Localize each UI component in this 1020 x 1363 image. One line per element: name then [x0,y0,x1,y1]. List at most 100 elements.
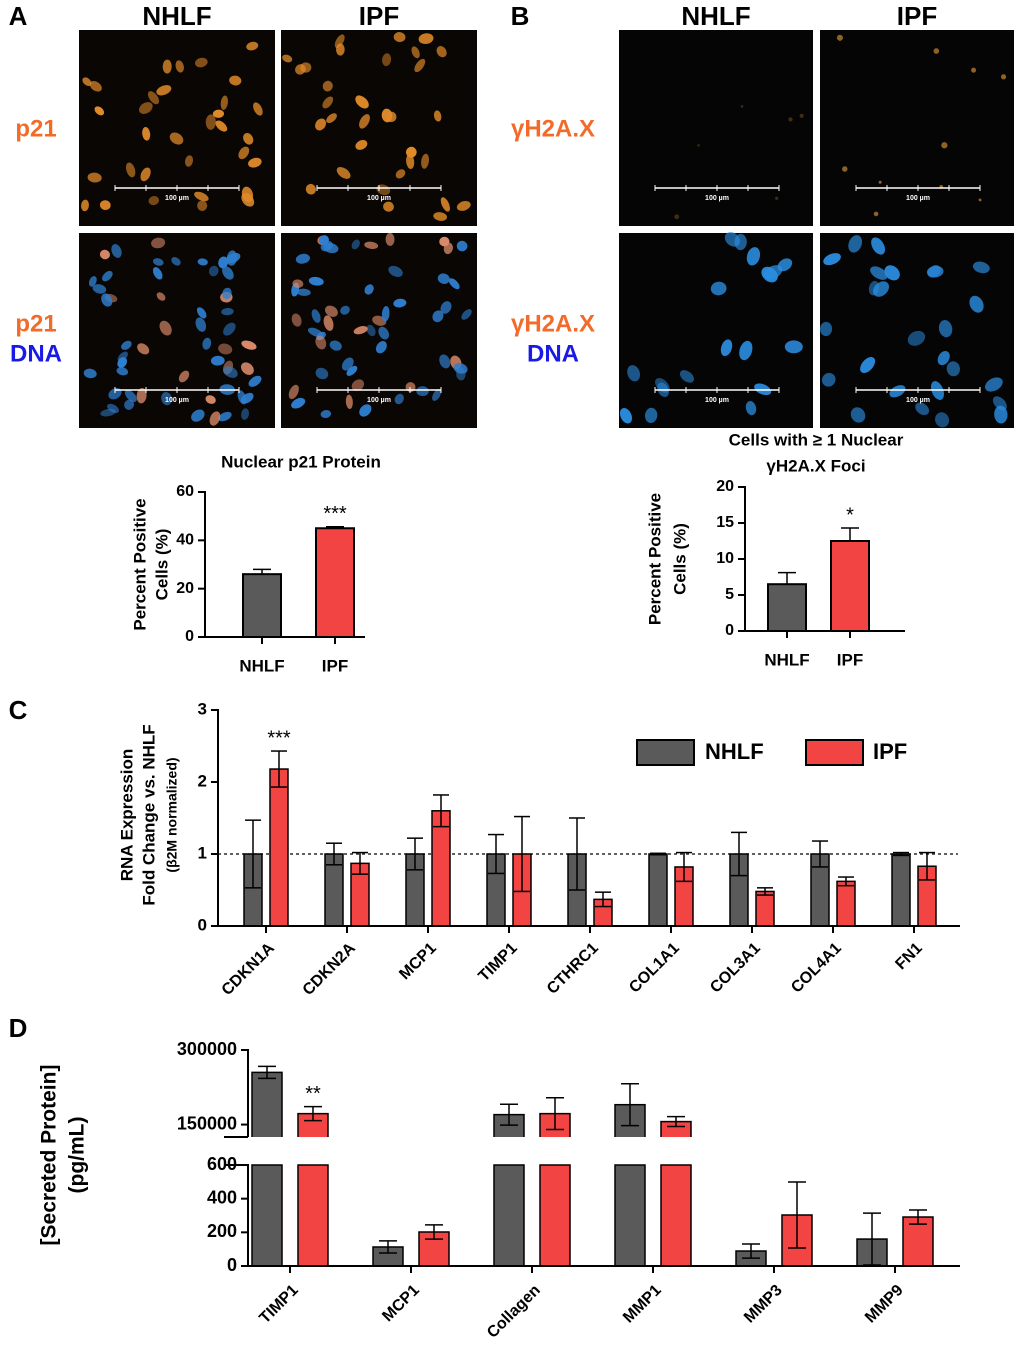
bar [648,853,668,927]
bar-break [297,1137,329,1143]
nucleus [443,242,453,255]
nucleus [142,127,151,141]
x-tick-label: COL1A1 [626,940,683,997]
scale-bar-label: 100 µm [705,397,729,404]
chart-title: Cells with ≥ 1 Nuclear [729,430,904,449]
legend-label: NHLF [705,739,764,764]
x-tick-label: CDKN1A [219,939,278,998]
nucleus [238,146,250,160]
nucleus [819,321,833,337]
nucleus [679,370,695,383]
nucleus [418,33,434,45]
nucleus [111,244,122,258]
nucleus [461,309,472,320]
nucleus [655,377,670,393]
nucleus [169,132,184,145]
y-tick-label: 20 [716,478,734,495]
nucleus [246,41,259,51]
nucleus [440,301,452,314]
nucleus [627,365,641,382]
nucleus [291,397,306,409]
nucleus [311,309,321,323]
annotation: *** [267,727,291,749]
x-tick-label: MCP1 [379,1282,423,1326]
nucleus [394,393,404,405]
bar [767,583,807,633]
nucleus [151,237,166,249]
nucleus [697,144,700,147]
nucleus [710,281,727,296]
y-tick-label: 150000 [177,1113,237,1133]
nucleus [161,391,172,406]
x-tick-label: COL3A1 [707,940,764,997]
nucleus [322,96,334,109]
nucleus [439,354,451,369]
nucleus [209,411,221,426]
y-axis-label: Percent Positive [130,498,149,630]
nucleus [381,305,390,322]
nucleus [315,367,329,380]
nucleus [89,81,102,92]
row-label: DNA [527,340,579,367]
nucleus [101,293,113,307]
nucleus [148,195,160,206]
nucleus [324,305,338,317]
nucleus [87,172,102,183]
scale-bar-label: 100 µm [906,397,930,404]
y-tick-label: 400 [207,1187,237,1207]
bar [660,1164,692,1267]
nucleus [416,386,429,397]
y-tick-label: 0 [725,622,734,639]
nucleus [388,265,403,277]
nucleus [295,253,311,264]
nucleus [140,167,151,182]
panel-letter: C [9,695,28,725]
nucleus [88,276,97,287]
nucleus [116,367,129,376]
nucleus [745,401,757,416]
nucleus [724,232,740,247]
nucleus [223,322,236,336]
nucleus [915,402,930,416]
y-tick-label: 5 [725,586,734,603]
x-tick-label: IPF [322,656,348,675]
nucleus [326,113,337,124]
nucleus [241,186,254,203]
y-axis-label: (β2M normalized) [164,757,180,872]
bar-break [493,1137,525,1143]
bar-break [660,1137,692,1143]
nucleus [432,388,442,401]
x-tick-label: MMP1 [620,1282,665,1327]
nucleus [884,265,900,281]
nucleus [788,117,793,122]
y-tick-label: 0 [185,628,194,645]
row-label: γH2A.X [511,310,595,337]
nucleus [836,34,843,41]
x-tick-label: MMP3 [741,1282,786,1327]
nucleus [152,258,164,266]
column-header: NHLF [142,1,211,31]
nucleus [984,377,1003,392]
nucleus [355,95,369,109]
nucleus [241,408,250,420]
nucleus [411,46,420,59]
y-tick-label: 20 [176,580,194,597]
nucleus [382,53,392,67]
y-axis-label: Cells (%) [152,529,171,601]
bar [493,1164,525,1267]
scale-bar-label: 100 µm [906,195,930,202]
nucleus [178,370,190,383]
nucleus [872,281,890,297]
nucleus [124,399,135,410]
legend-swatch [636,739,695,766]
nucleus [907,330,926,346]
nucleus [406,154,415,169]
nucleus [619,408,633,424]
nucleus [320,410,332,419]
x-tick-label: IPF [837,650,863,669]
nucleus [218,343,233,355]
nucleus [121,340,132,350]
nucleus [433,212,448,221]
nucleus [378,326,389,340]
